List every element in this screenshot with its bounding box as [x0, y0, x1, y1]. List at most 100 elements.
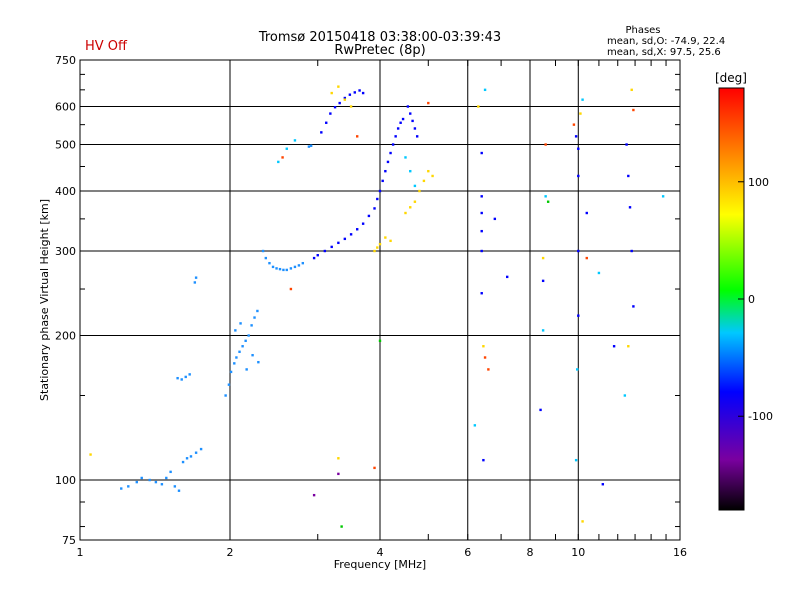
data-point — [544, 195, 547, 198]
data-point — [301, 261, 305, 265]
data-point — [541, 279, 545, 283]
data-point — [627, 174, 630, 178]
data-point — [277, 160, 280, 164]
data-point — [404, 156, 407, 159]
data-point — [238, 350, 241, 353]
data-point — [353, 91, 356, 94]
colorbar-tick-label: -100 — [748, 410, 773, 423]
data-point — [630, 249, 633, 253]
data-point — [482, 458, 485, 462]
data-point — [312, 256, 316, 260]
phase-x-stats: mean, sd,X: 97.5, 25.6 — [607, 47, 721, 58]
x-tick-label: 1 — [77, 546, 84, 559]
data-point — [581, 520, 584, 523]
data-point — [493, 217, 497, 221]
colorbar-tick-label: 0 — [748, 293, 755, 306]
data-point — [427, 169, 430, 173]
data-point — [376, 246, 379, 249]
data-point — [399, 121, 402, 124]
colorbar-label: [deg] — [715, 71, 747, 85]
phase-o-stats: mean, sd,O: -74.9, 22.4 — [607, 36, 725, 47]
data-point — [579, 112, 582, 115]
data-point — [140, 476, 143, 480]
data-point — [601, 483, 605, 486]
data-point — [275, 267, 278, 270]
data-point — [343, 98, 347, 101]
data-point — [411, 119, 414, 123]
data-point — [349, 105, 353, 108]
data-point — [378, 242, 382, 246]
data-point — [312, 493, 316, 497]
data-point — [199, 447, 203, 451]
data-point — [127, 485, 130, 488]
data-point — [227, 383, 231, 386]
data-point — [355, 228, 359, 231]
axis-ticks: 1 2 4 6 8 10 16 75 100 200 300 400 500 600 750 — [55, 54, 687, 559]
data-point — [184, 375, 187, 379]
data-point — [281, 156, 284, 159]
data-point — [404, 211, 407, 215]
data-point — [480, 229, 483, 233]
data-point — [189, 455, 193, 458]
data-point — [480, 211, 483, 215]
data-point — [154, 480, 158, 484]
hv-status-label: HV Off — [85, 39, 128, 54]
data-point — [181, 460, 185, 464]
data-point — [120, 487, 123, 490]
data-point — [539, 408, 542, 412]
data-point — [224, 394, 227, 397]
data-point — [632, 305, 635, 308]
data-point — [623, 394, 627, 397]
data-point — [409, 112, 412, 115]
data-point — [361, 91, 365, 95]
data-point — [625, 143, 628, 146]
data-point — [337, 241, 340, 245]
data-point — [289, 287, 293, 291]
data-point — [577, 314, 580, 317]
data-point — [572, 123, 576, 126]
data-point — [391, 143, 395, 146]
data-point — [185, 457, 189, 460]
data-point — [401, 117, 405, 121]
data-point — [376, 197, 379, 201]
data-point — [546, 200, 550, 203]
data-point — [289, 267, 293, 270]
data-point — [384, 236, 387, 239]
data-point — [373, 466, 376, 470]
data-point — [261, 249, 265, 253]
data-point — [148, 478, 151, 482]
data-point — [541, 329, 545, 332]
data-point — [597, 271, 601, 275]
data-point — [194, 451, 198, 454]
data-point — [173, 485, 177, 488]
data-point — [268, 261, 271, 265]
data-point — [251, 353, 254, 357]
data-point — [343, 96, 347, 100]
chart-subtitle: RwPretec (8p) — [334, 43, 425, 58]
data-points — [89, 85, 665, 528]
colorbar-ticks: 100 0 -100 — [738, 176, 773, 423]
data-point — [358, 89, 361, 92]
x-tick-label: 8 — [527, 546, 534, 559]
data-point — [367, 214, 371, 218]
data-point — [389, 239, 392, 243]
data-point — [544, 143, 547, 146]
data-point — [309, 144, 313, 147]
data-point — [325, 121, 328, 124]
data-point — [394, 135, 397, 138]
data-point — [229, 370, 233, 374]
data-point — [406, 105, 410, 108]
data-point — [627, 345, 630, 348]
data-point — [431, 174, 434, 178]
y-tick-label: 600 — [55, 101, 76, 114]
data-point — [413, 184, 417, 188]
data-point — [612, 345, 616, 348]
data-point — [338, 101, 341, 105]
data-point — [241, 345, 244, 348]
data-point — [473, 424, 477, 427]
data-point — [320, 131, 323, 134]
data-point — [285, 268, 288, 272]
data-point — [343, 237, 347, 241]
data-point — [316, 254, 319, 257]
data-point — [337, 457, 340, 460]
